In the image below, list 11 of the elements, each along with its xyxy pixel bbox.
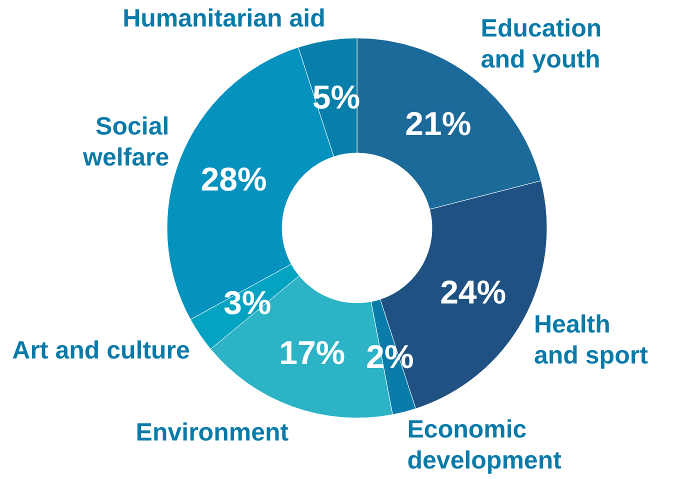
slice-label: Education and youth [480, 14, 602, 74]
slice-label: Environment [136, 418, 290, 447]
slice-label: Economic development [407, 416, 562, 474]
slice-label: Art and culture [12, 336, 190, 364]
data-label: 17% [279, 334, 346, 372]
slice-label: Social welfare [82, 112, 170, 172]
data-label: 24% [440, 273, 506, 310]
data-label: 28% [200, 160, 267, 198]
data-label: 21% [405, 104, 472, 142]
slice-label: Humanitarian aid [122, 4, 326, 32]
slice-label: Health and sport [534, 310, 649, 370]
